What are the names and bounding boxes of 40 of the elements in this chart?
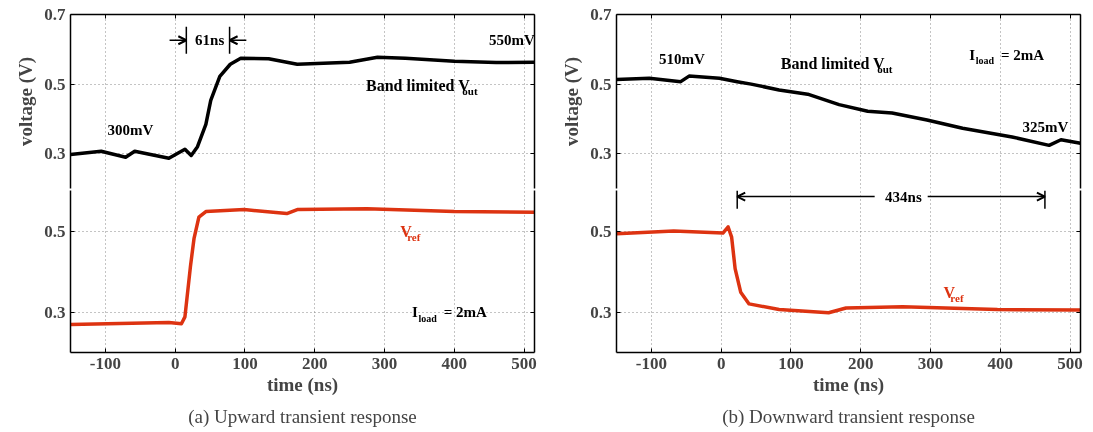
- y-tick-label: 0.3: [590, 302, 612, 322]
- y-tick-label: 0.5: [590, 221, 612, 241]
- x-tick-label: 200: [847, 353, 874, 373]
- y-tick-label: 0.5: [590, 74, 612, 94]
- x-tick-label: 100: [232, 353, 258, 373]
- x-tick-label: -100: [89, 353, 121, 373]
- line-series: [616, 225, 1081, 315]
- x-tick-label: 400: [987, 353, 1014, 373]
- y-tick-label: 0.3: [44, 302, 66, 322]
- y-axis-title: voltage (V): [561, 56, 584, 147]
- annotation: 325mV: [1022, 118, 1069, 135]
- annotation: 300mV: [107, 121, 154, 138]
- x-tick-label: 400: [441, 353, 468, 373]
- y-tick-label: 0.3: [44, 144, 66, 164]
- x-tick-label: 300: [917, 353, 944, 373]
- line-series: [70, 206, 535, 327]
- annotation: 550mV: [489, 32, 536, 49]
- x-tick-label: 200: [301, 353, 328, 373]
- y-tick-label: 0.3: [590, 144, 612, 164]
- x-tick-label: 500: [1057, 353, 1083, 373]
- series-label: Band limited Vout: [366, 76, 478, 98]
- x-tick-label: -100: [635, 353, 667, 373]
- text: (a) Upward transient response: [188, 405, 417, 428]
- annotation: 61ns: [195, 32, 225, 49]
- x-tick-label: 0: [716, 353, 726, 373]
- annotation: 434ns: [885, 188, 922, 205]
- y-tick-label: 0.5: [44, 74, 66, 94]
- y-tick-label: 0.5: [44, 221, 66, 241]
- x-axis-title: time (ns): [266, 373, 339, 396]
- x-tick-label: 300: [371, 353, 398, 373]
- text: (b) Downward transient response: [722, 405, 975, 428]
- x-axis-title: time (ns): [812, 373, 885, 396]
- y-axis-title: voltage (V): [15, 56, 38, 147]
- x-tick-label: 500: [511, 353, 537, 373]
- series-label: Band limited Vout: [780, 54, 893, 76]
- y-tick-label: 0.7: [44, 5, 66, 24]
- x-tick-label: 100: [778, 353, 804, 373]
- x-tick-label: 0: [170, 353, 180, 373]
- annotation: 510mV: [658, 50, 705, 67]
- y-tick-label: 0.7: [590, 5, 612, 24]
